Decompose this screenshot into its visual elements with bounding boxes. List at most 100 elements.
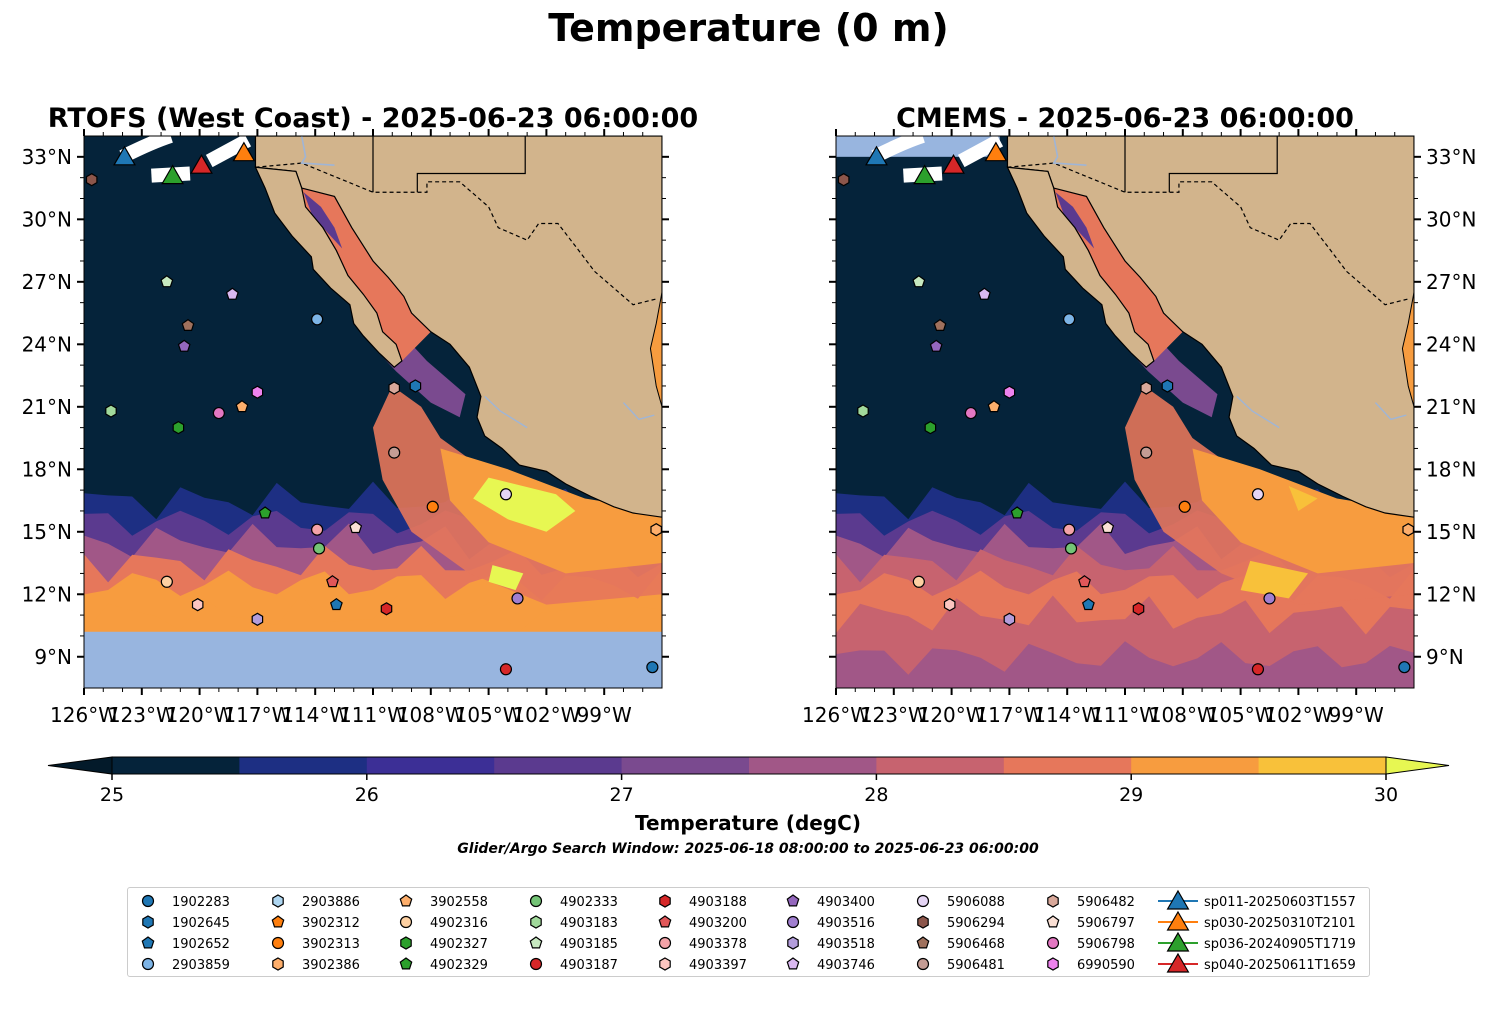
- x-tick-label: 126°W: [50, 703, 118, 727]
- float-5906798: [212, 406, 225, 420]
- float-3902313: [426, 500, 439, 513]
- x-tick-label: 111°W: [339, 703, 407, 727]
- legend-marker-5906468: [916, 936, 930, 949]
- float-4903746: [225, 287, 239, 300]
- river: [1374, 402, 1407, 421]
- float-1902645: [409, 379, 422, 393]
- glider-track: [957, 136, 1004, 168]
- state-border: [1168, 136, 1278, 193]
- legend-item: 4903397: [659, 957, 747, 973]
- legend-label: 4903183: [560, 916, 618, 931]
- float-1902652: [329, 597, 343, 611]
- y-tick-label: 21°N: [1426, 395, 1476, 419]
- legend-label: 4903188: [689, 895, 747, 910]
- float-5906482: [1140, 381, 1153, 395]
- colorbar-segment: [1003, 757, 1132, 774]
- river: [622, 402, 655, 421]
- legend-marker-3902313: [271, 936, 285, 950]
- legend-glider-marker: [1166, 931, 1190, 952]
- float-4903378: [311, 523, 324, 536]
- legend-item: sp036-20240905T1719: [1158, 931, 1356, 952]
- x-tick-label: 126°W: [802, 703, 870, 727]
- float-5906468: [933, 318, 947, 331]
- glider-sp040-20250611T1659: [190, 154, 213, 174]
- float-4903183: [105, 404, 117, 418]
- legend-label: 4903378: [689, 937, 747, 952]
- legend-marker-4903185: [529, 936, 543, 949]
- float-4903200: [1078, 575, 1091, 588]
- float-3902386: [650, 523, 662, 537]
- warm-spot: [488, 565, 524, 591]
- legend-item: 5906468: [916, 936, 1005, 952]
- glider-sp036-20240905T1719: [161, 164, 185, 185]
- legend-marker-3902558: [399, 894, 413, 907]
- legend-label: 4903516: [817, 916, 875, 931]
- float-2903859: [1063, 313, 1076, 326]
- y-tick-label: 33°N: [22, 145, 72, 169]
- y-tick-label: 30°N: [22, 207, 72, 231]
- legend-item: 4903400: [786, 894, 875, 910]
- river: [1236, 395, 1280, 429]
- legend-label: sp011-20250603T1557: [1204, 895, 1356, 910]
- legend-item: 3902386: [272, 957, 360, 973]
- legend-label: 1902652: [172, 937, 230, 952]
- float-3902558: [235, 400, 249, 413]
- float-4903400: [177, 339, 191, 352]
- legend-marker-6990590: [1047, 957, 1059, 971]
- glider-track: [205, 136, 252, 168]
- gulf-north: [303, 192, 343, 249]
- legend-label: 4903400: [817, 895, 875, 910]
- legend-glider-marker: [1166, 889, 1190, 910]
- colorbar-segment: [494, 757, 623, 774]
- float-4903183: [857, 404, 869, 418]
- colorbar-under-arrow: [47, 756, 113, 775]
- y-tick-label: 18°N: [22, 457, 72, 481]
- legend-marker-5906481: [916, 957, 930, 971]
- legend-item: 4902329: [399, 957, 488, 973]
- colorbar-segment: [112, 757, 240, 774]
- float-4903397: [191, 598, 204, 612]
- float-4902329: [258, 506, 272, 519]
- legend-label: 4903397: [689, 958, 747, 973]
- legend-item: 2903859: [141, 957, 230, 973]
- legend-label: 3902558: [430, 895, 488, 910]
- legend-item: 5906481: [916, 957, 1005, 973]
- legend-item: 6990590: [1047, 957, 1135, 973]
- float-4902327: [924, 420, 937, 435]
- legend-item: 3902312: [271, 915, 360, 931]
- legend-marker-4903518: [787, 936, 799, 950]
- legend-item: 5906294: [917, 915, 1005, 931]
- gulf-north: [1055, 192, 1095, 249]
- gulf-of-mexico-edge: [1401, 292, 1414, 407]
- float-5906294: [85, 173, 98, 187]
- legend-label: 3902312: [302, 916, 360, 931]
- legend-item: 5906482: [1047, 894, 1135, 910]
- float-5906481: [1140, 446, 1153, 459]
- float-4902327: [172, 420, 185, 435]
- x-tick-label: 120°W: [918, 703, 986, 727]
- legend-label: 4902329: [430, 958, 488, 973]
- float-6990590: [1003, 385, 1016, 399]
- legend-label: 5906798: [1077, 937, 1135, 952]
- legend-marker-1902645: [142, 915, 154, 929]
- y-tick-label: 12°N: [1426, 582, 1476, 606]
- y-tick-label: 15°N: [1426, 520, 1476, 544]
- float-1902283: [646, 661, 659, 674]
- y-tick-label: 12°N: [22, 582, 72, 606]
- legend-item: 5906088: [916, 894, 1005, 910]
- float-5906088: [499, 488, 513, 501]
- float-4903378: [1063, 523, 1076, 536]
- float-4903188: [380, 602, 393, 616]
- float-4903516: [1263, 592, 1276, 605]
- colorbar-tick-label: 30: [1374, 784, 1398, 806]
- legend-marker-4902316: [399, 915, 413, 929]
- y-tick-label: 30°N: [1426, 207, 1476, 231]
- legend-marker-4903400: [786, 894, 800, 907]
- float-4902333: [1064, 542, 1078, 555]
- river: [484, 395, 528, 429]
- x-tick-label: 111°W: [1091, 703, 1159, 727]
- float-3902558: [987, 400, 1001, 413]
- legend-label: 4902333: [560, 895, 618, 910]
- warm-spot: [473, 477, 576, 532]
